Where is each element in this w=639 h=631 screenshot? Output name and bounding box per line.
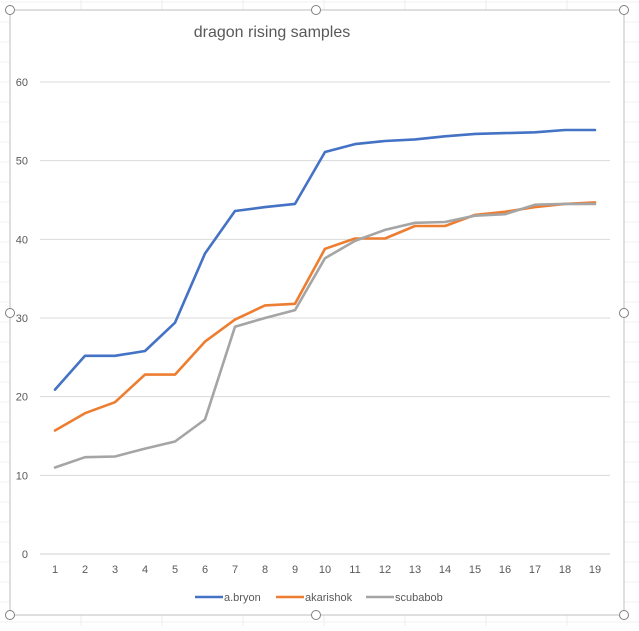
x-tick-label: 12 (379, 564, 391, 576)
x-tick-label: 19 (589, 564, 601, 576)
y-tick-label: 50 (16, 156, 28, 168)
resize-handle[interactable] (619, 308, 629, 318)
x-tick-label: 9 (292, 564, 298, 576)
x-tick-label: 13 (409, 564, 421, 576)
y-axis-tick-labels: 0 10 20 30 40 50 60 (16, 77, 28, 561)
y-tick-label: 60 (16, 77, 28, 89)
y-tick-label: 40 (16, 234, 28, 246)
x-tick-label: 8 (262, 564, 268, 576)
resize-handle[interactable] (5, 610, 15, 620)
legend-label[interactable]: akarishok (305, 592, 353, 604)
selection-handles[interactable] (5, 5, 629, 620)
y-tick-label: 30 (16, 313, 28, 325)
x-tick-label: 3 (112, 564, 118, 576)
legend[interactable]: a.bryon akarishok scubabob (195, 592, 443, 604)
x-tick-label: 18 (559, 564, 571, 576)
x-tick-label: 17 (529, 564, 541, 576)
x-tick-label: 4 (142, 564, 148, 576)
y-tick-label: 20 (16, 392, 28, 404)
y-tick-label: 0 (22, 549, 28, 561)
x-tick-label: 2 (82, 564, 88, 576)
x-tick-label: 5 (172, 564, 178, 576)
series-line[interactable] (53, 202, 597, 469)
x-tick-label: 7 (232, 564, 238, 576)
resize-handle[interactable] (311, 610, 321, 620)
resize-handle[interactable] (619, 610, 629, 620)
legend-label[interactable]: a.bryon (224, 592, 261, 604)
chart-title[interactable]: dragon rising samples (194, 24, 351, 41)
series-line[interactable] (53, 201, 597, 432)
x-tick-label: 6 (202, 564, 208, 576)
resize-handle[interactable] (5, 308, 15, 318)
x-tick-label: 1 (52, 564, 58, 576)
chart-frame[interactable] (9, 9, 625, 616)
resize-handle[interactable] (311, 5, 321, 15)
resize-handle[interactable] (619, 5, 629, 15)
x-tick-label: 11 (349, 564, 360, 576)
plot-series[interactable] (53, 128, 597, 469)
series-line[interactable] (53, 128, 597, 391)
y-tick-label: 10 (16, 470, 28, 482)
x-axis-tick-labels: 1 2 3 4 5 6 7 8 9 10 11 12 13 14 15 16 17 18 19 (52, 564, 601, 576)
x-tick-label: 14 (439, 564, 451, 576)
x-tick-label: 16 (499, 564, 511, 576)
legend-label[interactable]: scubabob (395, 592, 443, 604)
resize-handle[interactable] (5, 5, 15, 15)
plot-gridlines (40, 81, 610, 555)
x-tick-label: 10 (319, 564, 331, 576)
x-tick-label: 15 (469, 564, 481, 576)
